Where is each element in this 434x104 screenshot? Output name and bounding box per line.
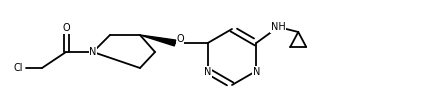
Text: N: N xyxy=(204,67,211,77)
Text: Cl: Cl xyxy=(13,63,23,73)
Text: N: N xyxy=(253,67,260,77)
Text: O: O xyxy=(62,23,70,33)
Text: N: N xyxy=(89,47,97,57)
Text: NH: NH xyxy=(271,22,286,32)
Text: O: O xyxy=(176,34,184,44)
Polygon shape xyxy=(140,35,176,46)
